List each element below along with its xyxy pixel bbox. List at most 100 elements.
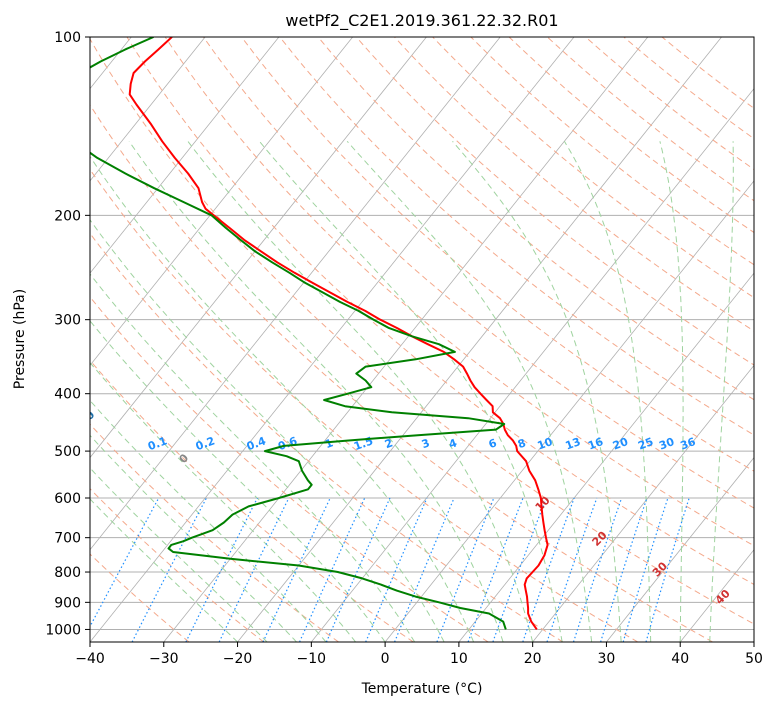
temperature-line — [128, 37, 549, 630]
moist-adiabat-line — [563, 141, 652, 642]
isotherm-lines — [0, 37, 754, 642]
moist-adiabat-line — [659, 141, 684, 642]
plot-frame — [89, 36, 755, 643]
mixing-ratio-label: 10 — [536, 435, 555, 453]
x-tick-label: 40 — [671, 651, 689, 667]
isotherm-line — [237, 37, 722, 642]
sounding-series — [90, 37, 549, 630]
mixing-ratio-line — [572, 497, 623, 642]
mixing-ratio-label: 2 — [383, 436, 395, 451]
x-tick-label: 50 — [745, 651, 763, 667]
mixing-ratio-line — [622, 497, 669, 642]
mixing-ratio-label: 36 — [679, 435, 698, 453]
y-tick-label: 1000 — [45, 622, 81, 638]
mixing-ratio-line — [262, 497, 331, 642]
mixing-ratio-line — [492, 497, 547, 642]
mixing-ratio-line — [645, 497, 690, 642]
isotherm-line — [90, 37, 280, 274]
dewpoint-line — [90, 37, 507, 630]
y-tick-label: 600 — [54, 491, 81, 507]
mixing-ratio-line — [600, 497, 648, 642]
y-tick-label: 200 — [54, 208, 81, 224]
x-tick-label: −20 — [223, 651, 253, 667]
isotherm-line — [90, 37, 206, 182]
dry-adiabat-label: -20 — [0, 369, 7, 392]
dry-adiabat-line — [90, 423, 339, 642]
mixing-ratio-label: 0.2 — [194, 434, 217, 453]
x-tick-label: −40 — [75, 651, 105, 667]
mixing-ratio-line — [299, 497, 366, 642]
isotherm-line — [753, 641, 754, 642]
mixing-ratio-label: 1 — [323, 436, 335, 451]
dry-adiabat-line — [126, 37, 754, 585]
dry-adiabat-label: -10 — [74, 408, 97, 431]
moist-adiabat-line — [128, 141, 504, 642]
mixing-ratio-label: 6 — [487, 436, 499, 451]
x-tick-label: 30 — [598, 651, 616, 667]
isotherm-line — [90, 37, 501, 551]
dry-adiabat-line — [279, 37, 754, 436]
mixing-ratio-label: 4 — [447, 436, 459, 451]
mixing-ratio-label: 0.1 — [146, 434, 169, 453]
moist-adiabat-line — [90, 399, 327, 642]
mixing-ratio-lines — [90, 497, 690, 642]
y-tick-label: 300 — [54, 313, 81, 329]
mixing-ratio-label: 25 — [636, 435, 655, 452]
isotherm-line — [90, 37, 353, 366]
x-tick-label: 20 — [524, 651, 542, 667]
dry-adiabat-line — [470, 37, 754, 266]
y-tick-label: 700 — [54, 531, 81, 547]
moist-adiabat-line — [90, 155, 475, 642]
moist-adiabat-line — [346, 140, 593, 642]
x-tick-label: −10 — [297, 651, 327, 667]
moist-adiabat-line — [187, 140, 534, 642]
x-tick-label: 10 — [450, 651, 468, 667]
chart-title: wetPf2_C2E1.2019.361.22.32.R01 — [285, 11, 558, 31]
y-tick-label: 100 — [54, 30, 81, 46]
y-axis: 1000 900 800 700 600 500 400 300 200 100 — [45, 30, 90, 638]
moist-adiabat-line — [90, 361, 356, 642]
y-axis-label: Pressure (hPa) — [12, 289, 28, 389]
y-tick-label: 900 — [54, 595, 81, 611]
mixing-ratio-label: 0.4 — [245, 434, 268, 453]
moist-adiabat-line — [709, 141, 734, 642]
mixing-ratio-line — [365, 497, 428, 642]
mixing-ratio-line — [90, 497, 160, 628]
mixing-ratio-label: 8 — [516, 436, 528, 451]
dry-adiabat-line — [432, 37, 754, 299]
moist-adiabat-line — [259, 140, 563, 642]
moist-adiabat-lines — [90, 140, 734, 642]
mixing-ratio-line — [436, 497, 495, 642]
isotherm-line — [384, 180, 754, 642]
dry-adiabat-line — [508, 37, 754, 234]
moist-adiabat-line — [452, 140, 622, 642]
mixing-ratio-label: 13 — [564, 435, 583, 452]
dry-adiabat-line — [546, 37, 754, 202]
dry-adiabat-line — [317, 37, 754, 401]
dry-adiabat-line — [202, 37, 754, 509]
mixing-ratio-line — [131, 497, 207, 642]
isotherm-line — [606, 456, 754, 642]
mixing-ratio-line — [522, 497, 575, 642]
mixing-ratio-label: 16 — [586, 435, 605, 453]
isotherm-line — [0, 37, 58, 642]
dry-adiabat-lines — [90, 37, 754, 642]
mixing-ratio-line — [394, 497, 455, 642]
mixing-ratio-line — [325, 497, 391, 642]
dry-adiabat-line — [90, 232, 564, 642]
y-tick-label: 400 — [54, 387, 81, 403]
x-axis: −40 −30 −20 −10 0 10 20 30 40 50 — [75, 642, 763, 667]
dry-adiabat-line — [355, 37, 754, 366]
dry-adiabat-line — [90, 296, 489, 642]
y-tick-label: 500 — [54, 444, 81, 460]
dry-adiabat-line — [90, 38, 754, 625]
mixing-ratio-label: 30 — [657, 435, 676, 453]
isotherm-line — [532, 364, 754, 642]
x-tick-label: 0 — [381, 651, 390, 667]
isotherm-line — [90, 37, 427, 459]
dry-adiabat-line — [90, 104, 713, 642]
mixing-ratio-line — [218, 497, 290, 642]
mixing-ratio-label: 3 — [420, 436, 432, 451]
isotherm-line — [163, 37, 649, 642]
